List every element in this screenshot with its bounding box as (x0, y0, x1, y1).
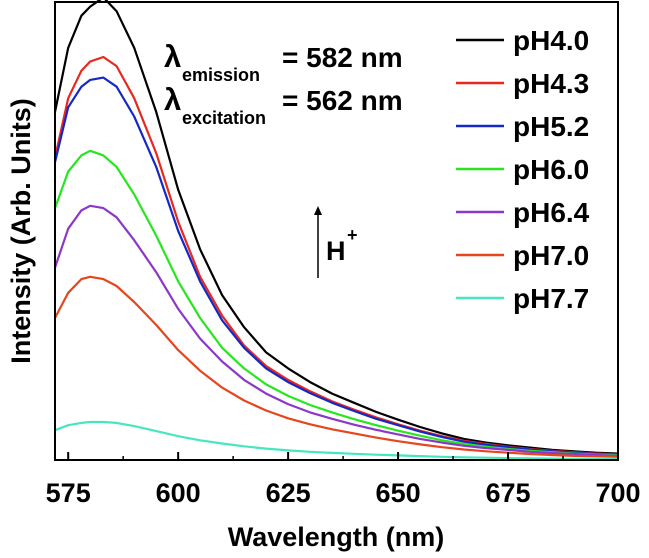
emission-subscript: emission (182, 65, 260, 85)
x-axis-label: Wavelength (nm) (228, 522, 445, 552)
excitation-lambda-symbol: λ (164, 82, 181, 117)
series-line-ph7-7 (54, 420, 619, 461)
legend-label: pH7.0 (513, 240, 589, 271)
legend-label: pH5.2 (513, 111, 589, 142)
arrow-label: H (326, 236, 346, 266)
legend: pH4.0 pH4.3 pH5.2 pH6.0 pH6.4 pH7.0 pH7.7 (456, 25, 590, 314)
x-tick-label: 700 (595, 478, 640, 508)
plot-frame (54, 1, 619, 461)
acidity-arrow: H + (314, 206, 358, 278)
legend-label: pH7.7 (513, 283, 589, 314)
wavelength-annotations: λ emission = 582 nm λ excitation = 562 n… (164, 39, 403, 128)
x-tick-label: 600 (156, 478, 201, 508)
x-tick-label: 625 (266, 478, 311, 508)
legend-label: pH6.4 (513, 197, 590, 228)
emission-value: = 582 nm (282, 42, 403, 73)
legend-label: pH4.0 (513, 25, 589, 56)
excitation-value: = 562 nm (282, 85, 403, 116)
x-tick-label: 650 (376, 478, 421, 508)
legend-label: pH6.0 (513, 154, 589, 185)
series-lines (53, 0, 619, 461)
emission-lambda-symbol: λ (164, 39, 181, 74)
x-tick-label: 575 (46, 478, 91, 508)
series-line-ph6-4 (53, 204, 619, 457)
series-line-ph4-0 (53, 0, 619, 455)
arrow-head (314, 206, 322, 215)
x-tick-label: 675 (486, 478, 531, 508)
excitation-subscript: excitation (182, 108, 266, 128)
y-axis-label: Intensity (Arb. Units) (6, 98, 36, 364)
legend-label: pH4.3 (513, 68, 589, 99)
arrow-label-superscript: + (347, 225, 358, 245)
series-line-ph5-2 (53, 76, 619, 457)
series-line-ph7-0 (54, 275, 619, 458)
x-axis-ticks: 575 600 625 650 675 700 (46, 452, 641, 508)
